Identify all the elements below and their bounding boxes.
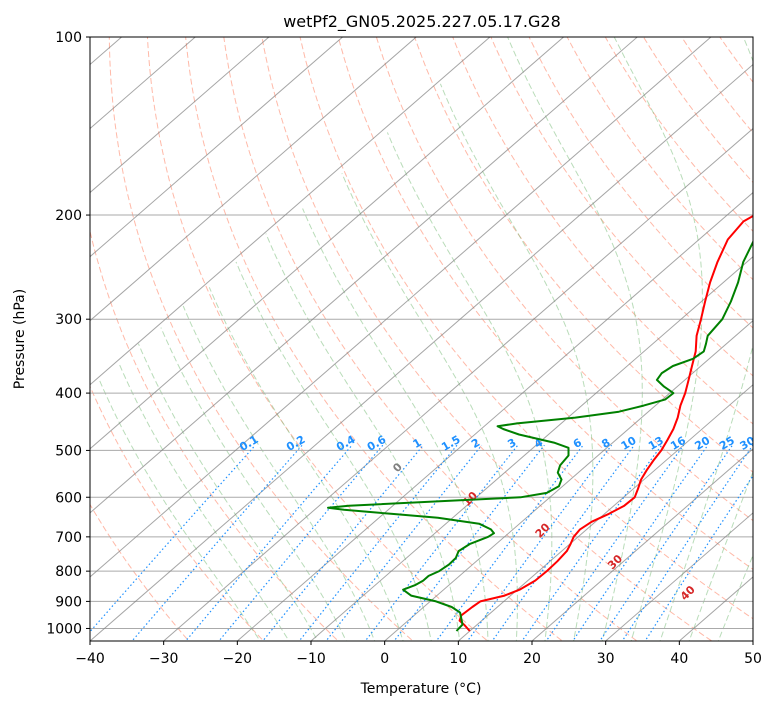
mixing-ratio-line (325, 444, 483, 641)
dry-adiabat (528, 37, 753, 329)
dry-adiabat (375, 37, 753, 522)
x-tick-label: 50 (744, 651, 762, 667)
mixing-ratio-line (521, 444, 663, 641)
isotherm (458, 384, 753, 641)
x-axis-label: Temperature (°C) (360, 681, 482, 697)
x-tick-label: −30 (149, 651, 179, 667)
x-tick-label: 20 (523, 651, 541, 667)
mixing-ratio-line (90, 444, 256, 633)
mixing-ratio-line (545, 444, 685, 641)
x-tick-label: 10 (449, 651, 467, 667)
y-tick-label: 700 (55, 530, 82, 546)
x-tick-label: −20 (223, 651, 253, 667)
x-tick-label: −40 (75, 651, 105, 667)
y-axis-ticks: 100 200 300 400 500 600 700 800 900 1000 (46, 30, 90, 637)
temperature-line (458, 214, 753, 632)
sounding-series (327, 214, 753, 632)
mixing-ratio-line (466, 444, 613, 641)
dry-adiabat (299, 37, 753, 620)
mixing-ratio-line (262, 444, 424, 641)
dry-adiabat (90, 229, 339, 641)
mixing-ratio-line (572, 444, 709, 641)
dry-adiabat (261, 37, 713, 641)
x-axis-ticks: −40 −30 −20 −10 0 10 20 30 40 50 (75, 641, 762, 667)
isotherm (384, 320, 753, 641)
isotherm (90, 63, 753, 641)
dry-adiabat (185, 37, 564, 641)
y-tick-label: 100 (55, 30, 82, 46)
dry-adiabat (90, 503, 190, 641)
x-tick-label: 30 (597, 651, 615, 667)
moist-adiabat (386, 132, 553, 641)
y-tick-label: 600 (55, 490, 82, 506)
dry-adiabat (146, 37, 489, 641)
moist-adiabats (98, 37, 753, 641)
y-tick-label: 400 (55, 386, 82, 402)
chart-title: wetPf2_GN05.2025.227.05.17.G28 (283, 12, 561, 32)
moist-adiabat (208, 287, 404, 641)
dry-adiabat (490, 37, 753, 377)
mixing-ratio-line (599, 444, 733, 641)
x-tick-label: −10 (296, 651, 326, 667)
isotherm (310, 255, 753, 641)
dry-adiabat (108, 37, 414, 641)
y-tick-label: 800 (55, 564, 82, 580)
moist-adiabat (659, 37, 753, 641)
y-tick-label: 200 (55, 208, 82, 224)
mixing-ratio-line (131, 444, 303, 641)
mixing-ratio-line (621, 444, 753, 641)
dry-adiabat (223, 37, 638, 641)
dry-adiabat (566, 37, 753, 281)
isotherm (90, 37, 270, 194)
x-tick-label: 0 (380, 651, 389, 667)
plot-frame (89, 36, 754, 642)
y-tick-label: 300 (55, 312, 82, 328)
dry-adiabat (90, 385, 265, 641)
dry-adiabats (90, 37, 753, 641)
isotherm (237, 191, 753, 641)
dry-adiabat (642, 37, 753, 184)
moist-adiabat (507, 37, 643, 641)
moist-adiabat (137, 343, 319, 641)
isotherm (163, 127, 753, 641)
dry-adiabat (414, 37, 753, 473)
isotherm (90, 37, 638, 514)
isotherm (90, 37, 417, 322)
moist-adiabat (302, 208, 489, 641)
x-tick-label: 40 (670, 651, 688, 667)
isotherm (90, 37, 712, 578)
isotherm (605, 512, 753, 641)
moist-adiabat (235, 261, 432, 641)
moist-adiabat (98, 379, 261, 641)
dry-adiabat (337, 37, 753, 570)
dewpoint-line (327, 239, 753, 632)
mixing-ratio-line (644, 474, 753, 641)
moist-adiabat (118, 362, 290, 641)
moist-adiabat (182, 305, 376, 641)
dry-adiabat (604, 37, 753, 232)
isotherm (90, 37, 491, 386)
moist-adiabat (160, 327, 347, 641)
moist-adiabat (688, 470, 753, 641)
plot-area: 0.10.20.40.611.52346810131620253036-100-… (90, 37, 758, 641)
isotherm (90, 37, 343, 258)
isotherm (531, 448, 753, 641)
y-tick-label: 500 (55, 443, 82, 459)
y-axis-label: Pressure (hPa) (12, 289, 28, 389)
isotherm (90, 37, 564, 450)
y-tick-label: 1000 (46, 621, 82, 637)
y-tick-label: 900 (55, 594, 82, 610)
isotherms (90, 37, 753, 641)
pressure-gridlines (90, 37, 753, 629)
mixing-ratio-line (218, 444, 384, 641)
mixing-ratio-label: 30 (738, 434, 758, 453)
